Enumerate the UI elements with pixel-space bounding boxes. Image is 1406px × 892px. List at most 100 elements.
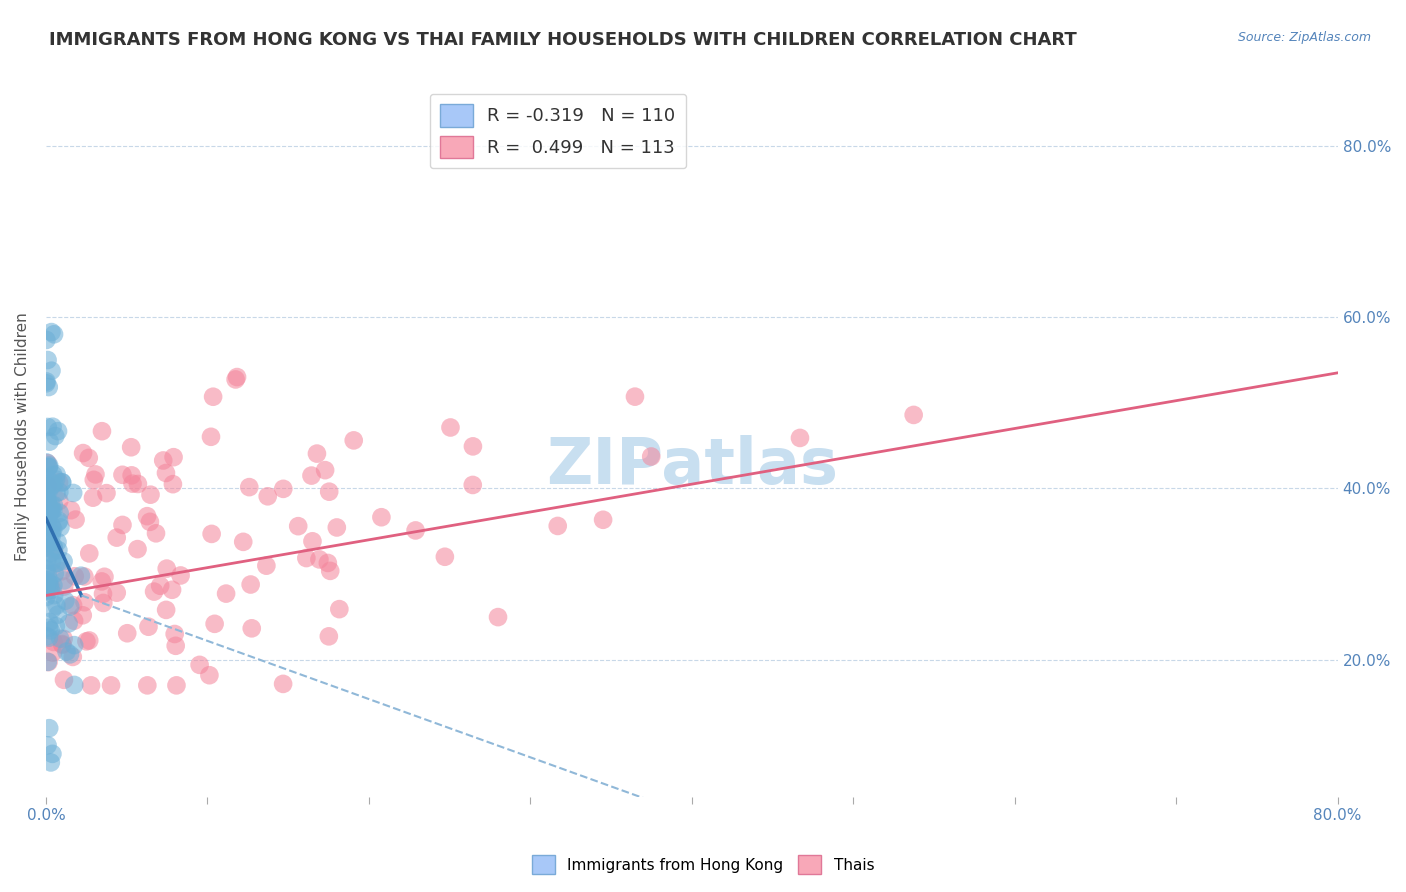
Y-axis label: Family Households with Children: Family Households with Children: [15, 313, 30, 561]
Legend: R = -0.319   N = 110, R =  0.499   N = 113: R = -0.319 N = 110, R = 0.499 N = 113: [430, 94, 686, 169]
Point: [73, 569, 96, 583]
Point: [42, 467, 65, 482]
Point: [38, 459, 60, 474]
Point: [44, 566, 66, 581]
Point: [72, 608, 94, 623]
Point: [316, 556, 339, 570]
Point: [640, 450, 662, 464]
Point: [42, 578, 65, 592]
Point: [42, 503, 65, 517]
Point: [63, 614, 86, 628]
Point: [38, 458, 60, 473]
Point: [53, 580, 76, 594]
Point: [115, 626, 138, 640]
Point: [63, 678, 86, 692]
Point: [63, 638, 86, 652]
Point: [35, 496, 58, 510]
Point: [83, 473, 105, 487]
Point: [39, 546, 62, 560]
Point: [35, 528, 58, 542]
Point: [139, 515, 162, 529]
Point: [42, 543, 65, 558]
Point: [46, 556, 69, 570]
Point: [232, 534, 254, 549]
Point: [37, 567, 59, 582]
Point: [38, 721, 60, 735]
Point: [42, 646, 65, 660]
Point: [38, 505, 60, 519]
Point: [35, 376, 58, 391]
Point: [38, 615, 60, 629]
Point: [38, 578, 60, 592]
Point: [111, 517, 134, 532]
Point: [405, 524, 427, 538]
Point: [55, 645, 77, 659]
Point: [35, 579, 58, 593]
Point: [80, 678, 103, 692]
Point: [39, 500, 62, 515]
Text: Source: ZipAtlas.com: Source: ZipAtlas.com: [1237, 31, 1371, 45]
Point: [45, 473, 67, 487]
Point: [53, 574, 76, 588]
Point: [166, 678, 188, 692]
Point: [198, 668, 221, 682]
Point: [136, 678, 159, 692]
Point: [62, 649, 84, 664]
Point: [38, 479, 60, 493]
Point: [370, 510, 392, 524]
Point: [35, 629, 58, 643]
Point: [188, 657, 211, 672]
Point: [75, 634, 97, 648]
Point: [48, 514, 70, 528]
Point: [226, 370, 249, 384]
Point: [45, 599, 67, 613]
Point: [39, 498, 62, 512]
Point: [35, 455, 58, 469]
Point: [45, 467, 67, 482]
Point: [38, 631, 60, 645]
Point: [156, 561, 179, 575]
Point: [62, 486, 84, 500]
Point: [38, 575, 60, 590]
Point: [35, 541, 58, 555]
Point: [314, 463, 336, 477]
Point: [37, 484, 59, 499]
Legend: Immigrants from Hong Kong, Thais: Immigrants from Hong Kong, Thais: [526, 849, 880, 880]
Point: [486, 610, 509, 624]
Point: [343, 434, 366, 448]
Point: [73, 595, 96, 609]
Point: [160, 582, 183, 597]
Point: [547, 519, 569, 533]
Point: [42, 541, 65, 556]
Point: [38, 655, 60, 669]
Point: [82, 491, 104, 505]
Point: [100, 678, 122, 692]
Point: [46, 516, 69, 530]
Point: [35, 471, 58, 485]
Point: [903, 408, 925, 422]
Point: [295, 551, 318, 566]
Point: [41, 478, 63, 492]
Point: [240, 621, 263, 635]
Point: [37, 509, 59, 524]
Point: [39, 624, 62, 638]
Point: [93, 570, 115, 584]
Point: [51, 564, 73, 578]
Point: [90, 574, 112, 589]
Point: [204, 616, 226, 631]
Point: [63, 569, 86, 583]
Point: [42, 539, 65, 553]
Point: [145, 526, 167, 541]
Point: [48, 543, 70, 558]
Point: [271, 677, 294, 691]
Point: [256, 489, 278, 503]
Point: [77, 633, 100, 648]
Point: [37, 492, 59, 507]
Point: [38, 573, 60, 587]
Point: [46, 607, 69, 622]
Point: [301, 534, 323, 549]
Point: [48, 506, 70, 520]
Point: [308, 552, 330, 566]
Point: [38, 380, 60, 394]
Point: [127, 477, 149, 491]
